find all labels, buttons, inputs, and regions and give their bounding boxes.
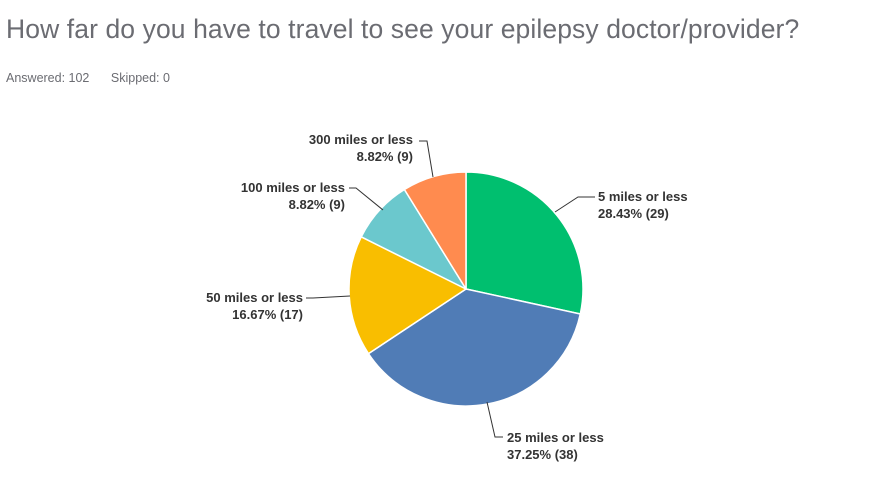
leader-lines — [306, 140, 595, 438]
slice-label-name: 100 miles or less — [241, 180, 345, 195]
leader-line-5-miles-or-less — [554, 196, 595, 213]
slice-label-name: 5 miles or less — [598, 189, 688, 204]
leader-line-50-miles-or-less — [306, 295, 351, 299]
response-stats: Answered: 102 Skipped: 0 — [6, 71, 170, 85]
skipped-count: Skipped: 0 — [110, 71, 170, 85]
slice-label-100-miles-or-less: 100 miles or less 8.82% (9) — [241, 180, 345, 212]
leader-line-25-miles-or-less — [486, 401, 503, 438]
slice-label-300-miles-or-less: 300 miles or less 8.82% (9) — [309, 132, 413, 164]
slice-label-25-miles-or-less: 25 miles or less 37.25% (38) — [507, 430, 604, 462]
slice-label-name: 50 miles or less — [206, 290, 303, 305]
question-title: How far do you have to travel to see you… — [6, 14, 800, 44]
slice-label-name: 25 miles or less — [507, 430, 604, 445]
leader-line-300-miles-or-less — [419, 140, 434, 178]
pie-slice-300-miles-or-less — [403, 171, 467, 290]
slice-label-value: 8.82% (9) — [357, 149, 413, 164]
slice-label-5-miles-or-less: 5 miles or less 28.43% (29) — [598, 189, 688, 221]
pie-slice-5-miles-or-less — [465, 171, 584, 315]
slice-label-value: 16.67% (17) — [232, 307, 303, 322]
pie-slices — [348, 171, 584, 407]
answered-count: Answered: 102 — [6, 71, 90, 85]
slice-label-50-miles-or-less: 50 miles or less 16.67% (17) — [206, 290, 303, 322]
slice-labels: 5 miles or less 28.43% (29) 25 miles or le… — [206, 132, 687, 462]
leader-line-100-miles-or-less — [349, 187, 384, 211]
slice-label-value: 28.43% (29) — [598, 206, 669, 221]
slice-label-value: 37.25% (38) — [507, 447, 578, 462]
slice-label-name: 300 miles or less — [309, 132, 413, 147]
slice-label-value: 8.82% (9) — [289, 197, 345, 212]
